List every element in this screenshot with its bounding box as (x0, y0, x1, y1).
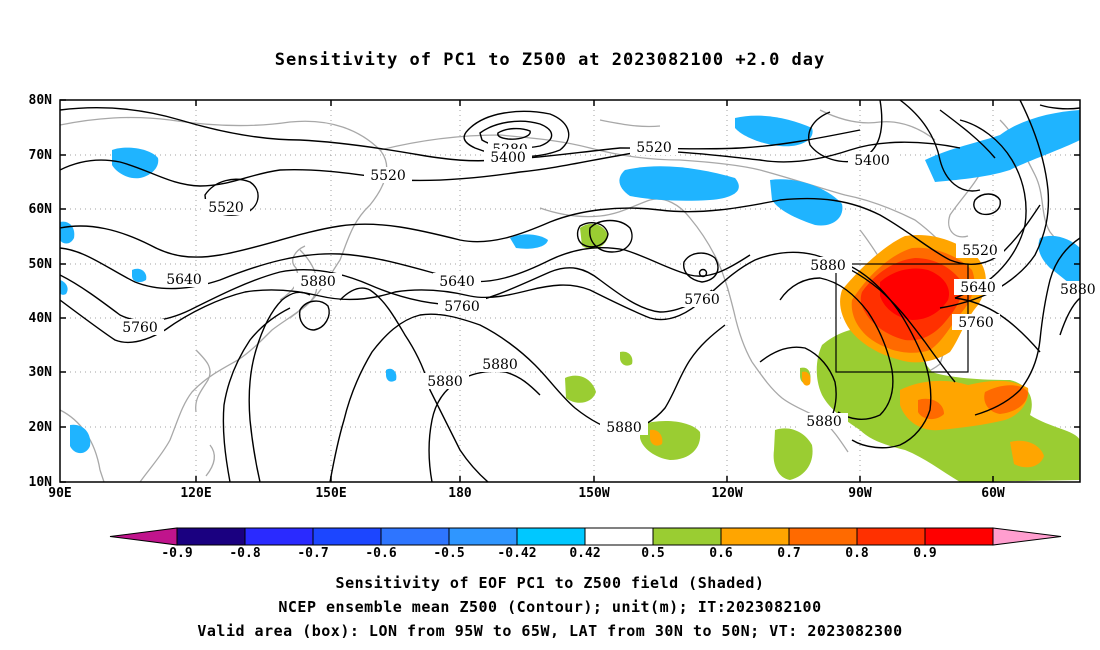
svg-text:5880: 5880 (806, 414, 842, 430)
svg-text:5880: 5880 (482, 357, 518, 373)
colorbar-tick-label: 0.9 (913, 546, 936, 561)
contour-label: 5640 (954, 279, 1002, 296)
svg-text:5520: 5520 (208, 200, 244, 216)
contour-label: 5880 (804, 257, 852, 274)
plot-border (59, 99, 1081, 483)
caption-line-2: NCEP ensemble mean Z500 (Contour); unit(… (278, 598, 822, 616)
lon-label: 120W (711, 486, 742, 501)
colorbar-swatch (516, 527, 586, 546)
contour-label: 5520 (202, 199, 250, 216)
svg-text:5760: 5760 (122, 320, 158, 336)
contour-label: 5520 (364, 167, 412, 184)
contour-label: 5400 (848, 152, 896, 169)
svg-text:5640: 5640 (960, 280, 996, 296)
colorbar-swatch (924, 527, 994, 546)
plot-title: Sensitivity of PC1 to Z500 at 2023082100… (274, 50, 826, 70)
svg-text:5880: 5880 (300, 274, 336, 290)
colorbar (109, 527, 1062, 546)
contour-label: 5880 (1058, 281, 1096, 298)
colorbar-tick-label: 0.6 (709, 546, 733, 561)
contour-labels: 5280 5400 5520 5400 5520 5520 5520 5640 … (116, 139, 1096, 436)
svg-text:5760: 5760 (684, 292, 720, 308)
colorbar-left-arrow (109, 527, 178, 546)
colorbar-swatch (312, 527, 382, 546)
colorbar-swatch (652, 527, 722, 546)
lon-label: 150E (315, 486, 346, 501)
contour-label: 5880 (800, 413, 848, 430)
colorbar-swatch (448, 527, 518, 546)
contour-label: 5760 (116, 319, 164, 336)
svg-text:5880: 5880 (427, 374, 463, 390)
svg-text:5760: 5760 (444, 299, 480, 315)
colorbar-tick-label: 0.7 (777, 546, 800, 561)
svg-text:5400: 5400 (854, 153, 890, 169)
lat-label: 20N (29, 420, 53, 435)
latitude-labels: 80N 70N 60N 50N 40N 30N 20N 10N (29, 93, 53, 490)
svg-text:5880: 5880 (1060, 282, 1096, 298)
marker-point (698, 268, 708, 278)
svg-text:5400: 5400 (490, 150, 526, 166)
lon-label: 180 (448, 486, 472, 501)
colorbar-tick-label: -0.6 (365, 546, 396, 561)
caption-line-3: Valid area (box): LON from 95W to 65W, L… (197, 622, 903, 640)
colorbar-tick-label: -0.7 (297, 546, 328, 561)
lon-label: 60W (981, 486, 1005, 501)
svg-text:5520: 5520 (962, 243, 998, 259)
colorbar-tick-label: 0.8 (845, 546, 869, 561)
svg-text:5520: 5520 (370, 168, 406, 184)
contour-label: 5520 (956, 242, 1004, 259)
colorbar-swatch (380, 527, 450, 546)
lon-label: 90E (48, 486, 71, 501)
lon-label: 120E (180, 486, 211, 501)
colorbar-swatch (176, 527, 246, 546)
colorbar-tick-label: 0.42 (569, 546, 600, 561)
colorbar-tick-label: -0.5 (433, 546, 464, 561)
negative-sensitivity-shading (60, 110, 1080, 454)
colorbar-swatch (788, 527, 858, 546)
lat-label: 10N (29, 475, 53, 490)
svg-text:5760: 5760 (958, 315, 994, 331)
caption-line-1: Sensitivity of EOF PC1 to Z500 field (Sh… (335, 574, 765, 592)
colorbar-labels: -0.9 -0.8 -0.7 -0.6 -0.5 -0.42 0.42 0.5 0.6 0.7 0.… (161, 546, 936, 561)
lat-label: 70N (29, 148, 53, 163)
contour-label: 5880 (600, 419, 648, 436)
contour-label: 5760 (678, 291, 726, 308)
colorbar-swatch (244, 527, 314, 546)
colorbar-right-arrow (992, 527, 1062, 546)
svg-text:5520: 5520 (636, 140, 672, 156)
lat-label: 60N (29, 202, 53, 217)
svg-text:5880: 5880 (810, 258, 846, 274)
lon-label: 90W (848, 486, 872, 501)
colorbar-swatch (720, 527, 790, 546)
contour-label: 5880 (294, 273, 342, 290)
lat-label: 50N (29, 257, 53, 272)
lat-label: 80N (29, 93, 53, 108)
colorbar-tick-label: -0.8 (229, 546, 260, 561)
svg-text:5880: 5880 (606, 420, 642, 436)
svg-text:5640: 5640 (439, 274, 475, 290)
colorbar-swatch (856, 527, 926, 546)
axis-ticks (60, 99, 1080, 483)
lat-label: 30N (29, 365, 53, 380)
contour-label: 5520 (630, 139, 678, 156)
colorbar-tick-label: -0.9 (161, 546, 192, 561)
colorbar-tick-label: 0.5 (641, 546, 664, 561)
contour-label: 5880 (421, 373, 469, 390)
contour-label: 5880 (476, 356, 524, 373)
contour-label: 5640 (160, 271, 208, 288)
colorbar-swatch (584, 527, 654, 546)
contour-label: 5400 (484, 149, 532, 166)
longitude-labels: 90E 120E 150E 180 150W 120W 90W 60W (48, 486, 1005, 501)
contour-label: 5760 (438, 298, 486, 315)
contour-label: 5760 (952, 314, 1000, 331)
colorbar-tick-label: -0.42 (497, 546, 536, 561)
svg-text:5640: 5640 (166, 272, 202, 288)
lat-label: 40N (29, 311, 53, 326)
z500-contours (60, 100, 1080, 482)
contour-label: 5640 (433, 273, 481, 290)
positive-sensitivity-shading (565, 223, 1080, 482)
lon-label: 150W (578, 486, 609, 501)
